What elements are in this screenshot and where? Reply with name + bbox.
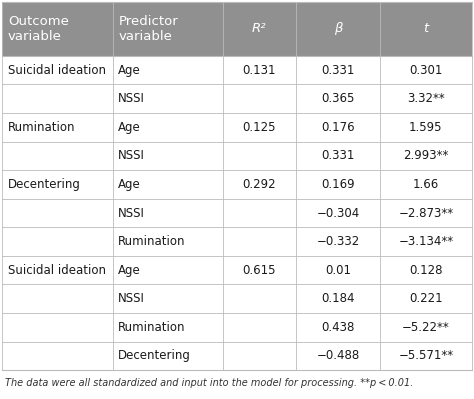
Bar <box>2 2 472 56</box>
Text: −0.488: −0.488 <box>316 350 359 362</box>
Text: 0.331: 0.331 <box>321 64 355 77</box>
Text: NSSI: NSSI <box>118 292 145 305</box>
Text: 0.292: 0.292 <box>243 178 276 191</box>
Text: t: t <box>423 22 428 36</box>
Text: The data were all standardized and input into the model for processing. **p < 0.: The data were all standardized and input… <box>5 378 413 388</box>
Text: 0.169: 0.169 <box>321 178 355 191</box>
Text: 0.438: 0.438 <box>321 321 355 334</box>
Text: 0.176: 0.176 <box>321 121 355 134</box>
Text: Age: Age <box>118 178 141 191</box>
Text: 0.301: 0.301 <box>409 64 443 77</box>
Text: 0.01: 0.01 <box>325 264 351 277</box>
Text: 1.595: 1.595 <box>409 121 443 134</box>
Text: Age: Age <box>118 121 141 134</box>
Text: Suicidal ideation: Suicidal ideation <box>8 264 106 277</box>
Text: 0.184: 0.184 <box>321 292 355 305</box>
Text: −0.304: −0.304 <box>316 207 359 219</box>
Text: −0.332: −0.332 <box>316 235 359 248</box>
Text: 3.32**: 3.32** <box>407 92 445 105</box>
Text: −5.22**: −5.22** <box>402 321 450 334</box>
Text: 0.131: 0.131 <box>243 64 276 77</box>
Text: Rumination: Rumination <box>118 321 186 334</box>
Text: β: β <box>334 22 342 36</box>
Text: −3.134**: −3.134** <box>398 235 454 248</box>
Text: NSSI: NSSI <box>118 92 145 105</box>
Text: Suicidal ideation: Suicidal ideation <box>8 64 106 77</box>
Text: Rumination: Rumination <box>118 235 186 248</box>
Text: Rumination: Rumination <box>8 121 75 134</box>
Text: −2.873**: −2.873** <box>398 207 454 219</box>
Text: NSSI: NSSI <box>118 149 145 162</box>
Text: 0.331: 0.331 <box>321 149 355 162</box>
Text: NSSI: NSSI <box>118 207 145 219</box>
Text: Age: Age <box>118 64 141 77</box>
Text: 2.993**: 2.993** <box>403 149 448 162</box>
Text: Decentering: Decentering <box>118 350 191 362</box>
Text: 0.615: 0.615 <box>243 264 276 277</box>
Text: Age: Age <box>118 264 141 277</box>
Text: 0.365: 0.365 <box>321 92 355 105</box>
Text: 0.221: 0.221 <box>409 292 443 305</box>
Text: Outcome
variable: Outcome variable <box>8 15 69 43</box>
Text: 0.128: 0.128 <box>409 264 443 277</box>
Text: 1.66: 1.66 <box>413 178 439 191</box>
Text: Decentering: Decentering <box>8 178 81 191</box>
Text: 0.125: 0.125 <box>243 121 276 134</box>
Text: R²: R² <box>252 22 266 36</box>
Text: Predictor
variable: Predictor variable <box>118 15 178 43</box>
Text: −5.571**: −5.571** <box>398 350 454 362</box>
